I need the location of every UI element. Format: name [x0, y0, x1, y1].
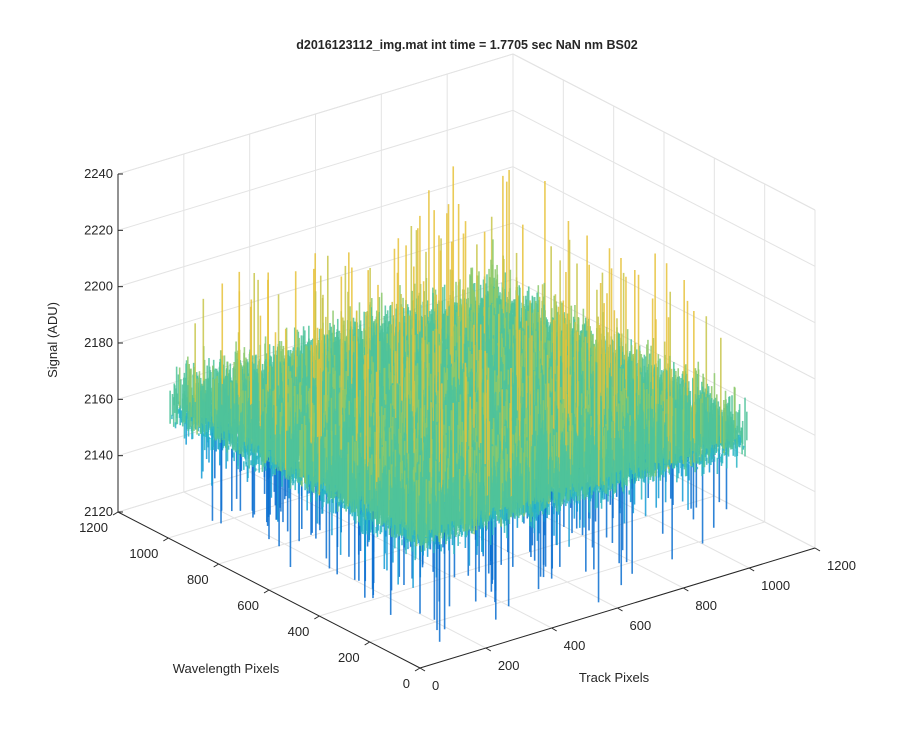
- box-edge: [512, 53, 816, 211]
- gridline: [117, 109, 514, 231]
- gridline: [512, 222, 816, 380]
- gridline: [512, 109, 816, 267]
- surface-layer: [169, 166, 748, 642]
- box-edge: [117, 53, 514, 175]
- gridline: [319, 495, 715, 617]
- gridline: [369, 521, 765, 643]
- gridline: [117, 166, 514, 288]
- gridline: [512, 166, 816, 324]
